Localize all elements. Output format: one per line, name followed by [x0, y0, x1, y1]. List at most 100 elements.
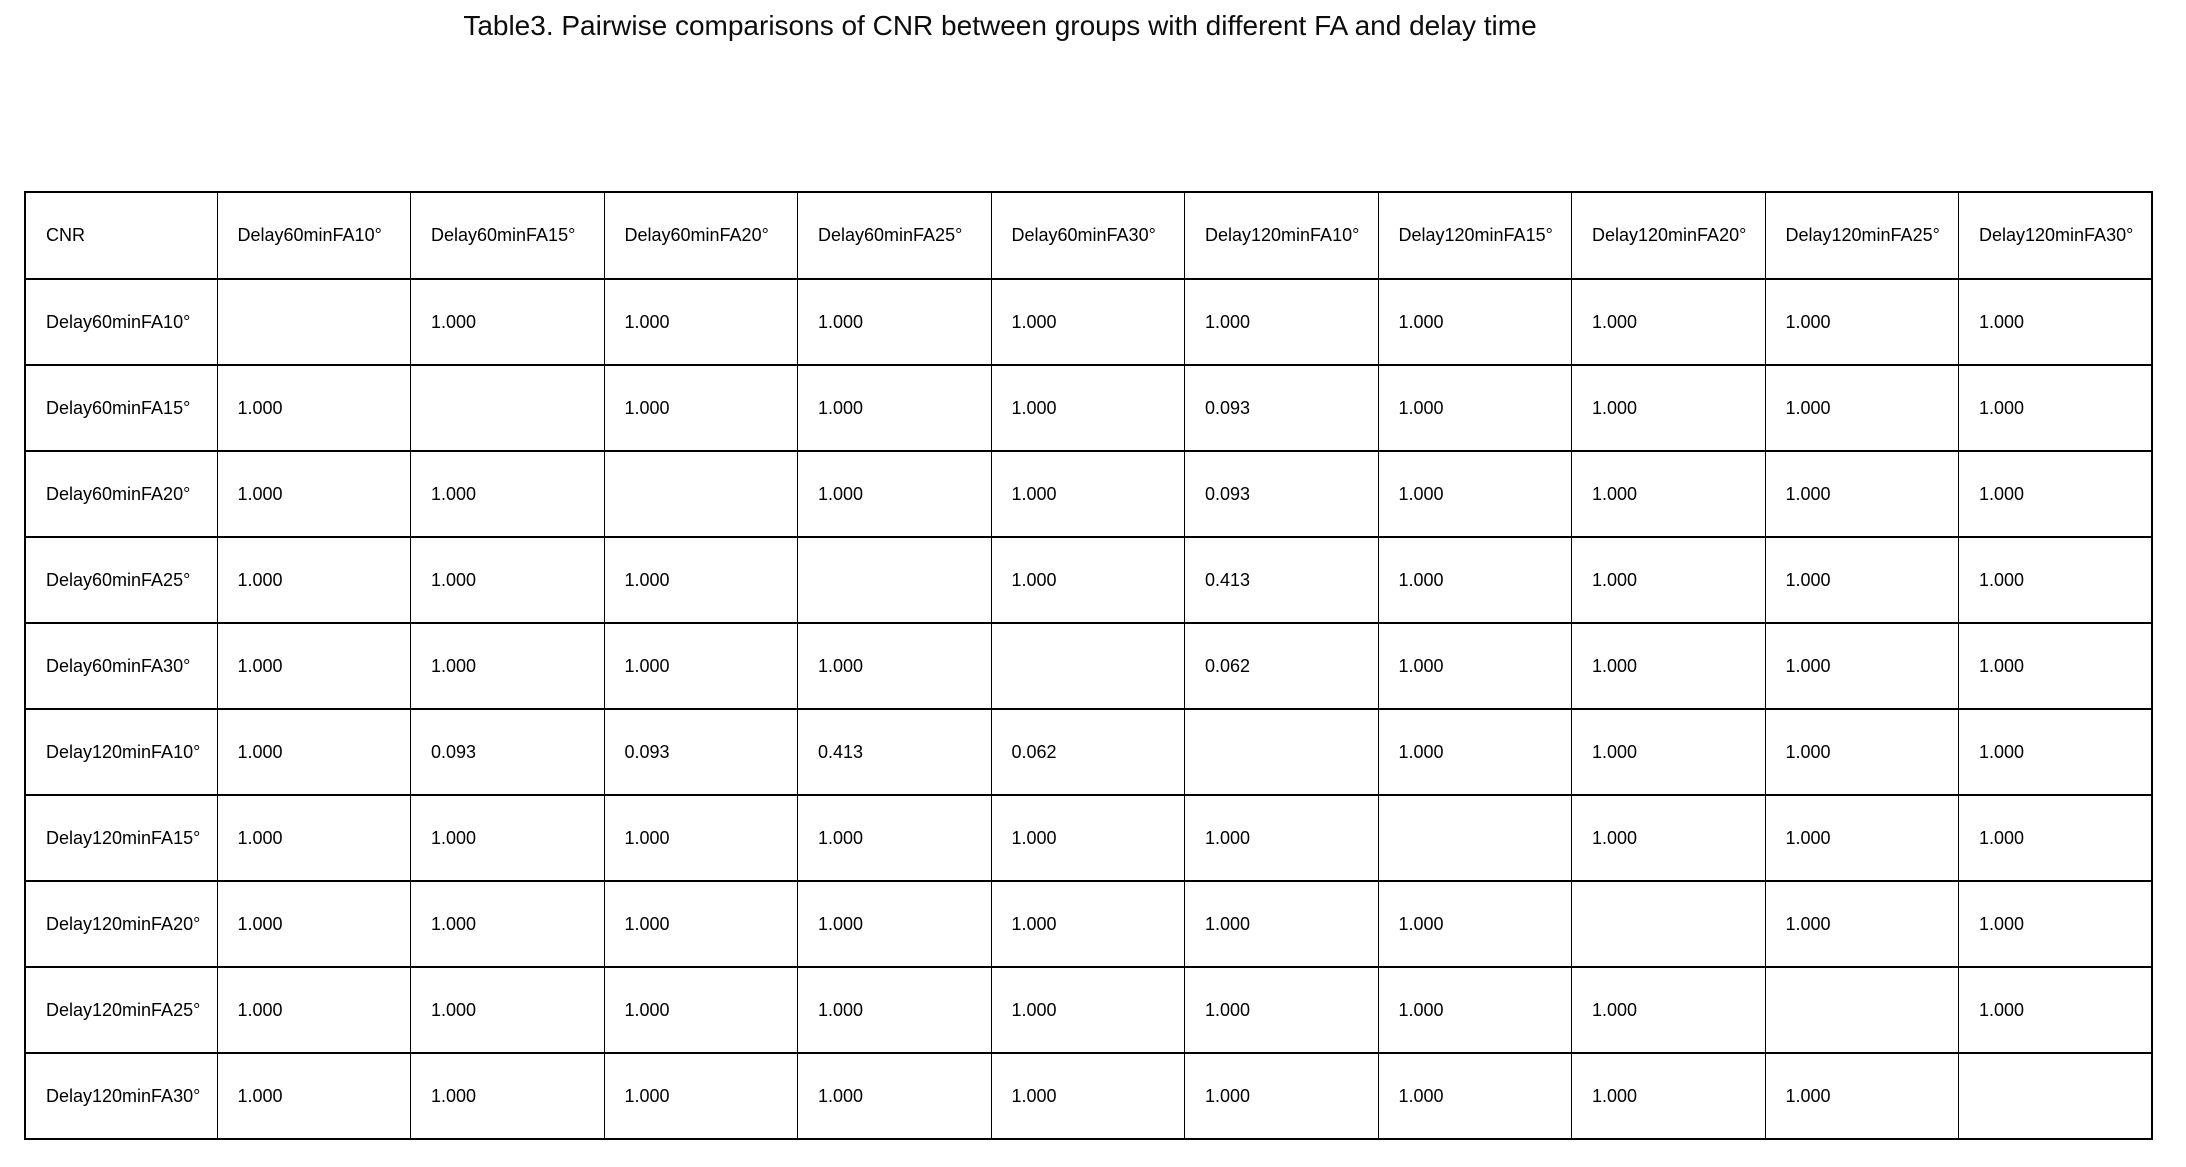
value-cell: 1.000: [1764, 880, 1959, 968]
value-cell: 1.000: [216, 966, 411, 1054]
value-cell: 1.000: [410, 966, 605, 1054]
value-cell: 1.000: [797, 622, 992, 710]
row-header-cell: Delay120minFA15°: [24, 794, 218, 882]
value-cell: 1.000: [1958, 450, 2153, 538]
value-cell: 1.000: [603, 966, 798, 1054]
value-cell: 1.000: [1184, 1052, 1379, 1140]
value-cell: 1.000: [410, 880, 605, 968]
table-header: CNR Delay60minFA10° Delay60minFA15° Delay60…: [24, 191, 2153, 280]
value-cell: 1.000: [1764, 1052, 1959, 1140]
value-cell: 1.000: [1571, 794, 1766, 882]
value-cell: 1.000: [216, 1052, 411, 1140]
value-cell: 1.000: [1764, 450, 1959, 538]
value-cell: 1.000: [603, 536, 798, 624]
row-header-cell: Delay120minFA10°: [24, 708, 218, 796]
table-row: Delay120minFA10° 1.000 0.093 0.093 0.413 0.06…: [24, 708, 2153, 796]
empty-diagonal-cell: [1764, 966, 1959, 1054]
empty-diagonal-cell: [1184, 708, 1379, 796]
value-cell: 1.000: [1377, 278, 1572, 366]
column-header-cell: Delay60minFA30°: [990, 191, 1185, 280]
row-header-cell: Delay120minFA25°: [24, 966, 218, 1054]
value-cell: 1.000: [1958, 278, 2153, 366]
table-row: Delay120minFA15° 1.000 1.000 1.000 1.000 1.00…: [24, 794, 2153, 882]
value-cell: 1.000: [410, 1052, 605, 1140]
value-cell: 1.000: [1764, 364, 1959, 452]
value-cell: 1.000: [1571, 622, 1766, 710]
value-cell: 1.000: [216, 708, 411, 796]
value-cell: 1.000: [216, 450, 411, 538]
column-header-cell: Delay60minFA25°: [797, 191, 992, 280]
value-cell: 0.093: [603, 708, 798, 796]
value-cell: 1.000: [1377, 364, 1572, 452]
value-cell: 1.000: [797, 278, 992, 366]
row-header-cell: Delay120minFA20°: [24, 880, 218, 968]
empty-diagonal-cell: [1958, 1052, 2153, 1140]
value-cell: 1.000: [603, 794, 798, 882]
value-cell: 0.062: [990, 708, 1185, 796]
corner-header-cell: CNR: [24, 191, 218, 280]
value-cell: 1.000: [1764, 708, 1959, 796]
value-cell: 0.093: [410, 708, 605, 796]
empty-diagonal-cell: [1377, 794, 1572, 882]
value-cell: 0.413: [797, 708, 992, 796]
table-row: Delay60minFA30° 1.000 1.000 1.000 1.000 0.062…: [24, 622, 2153, 710]
value-cell: 1.000: [216, 536, 411, 624]
row-header-cell: Delay60minFA25°: [24, 536, 218, 624]
value-cell: 1.000: [797, 880, 992, 968]
value-cell: 1.000: [603, 1052, 798, 1140]
value-cell: 1.000: [603, 622, 798, 710]
value-cell: 0.062: [1184, 622, 1379, 710]
value-cell: 1.000: [410, 450, 605, 538]
empty-diagonal-cell: [603, 450, 798, 538]
value-cell: 1.000: [410, 536, 605, 624]
table-row: Delay60minFA20° 1.000 1.000 1.000 1.000 0.093…: [24, 450, 2153, 538]
value-cell: 1.000: [1184, 880, 1379, 968]
value-cell: 1.000: [1958, 364, 2153, 452]
empty-diagonal-cell: [410, 364, 605, 452]
value-cell: 1.000: [1571, 536, 1766, 624]
column-header-cell: Delay120minFA25°: [1764, 191, 1959, 280]
empty-diagonal-cell: [797, 536, 992, 624]
value-cell: 1.000: [1377, 450, 1572, 538]
value-cell: 1.000: [1184, 966, 1379, 1054]
value-cell: 1.000: [410, 622, 605, 710]
value-cell: 1.000: [797, 1052, 992, 1140]
table-row: Delay60minFA10° 1.000 1.000 1.000 1.000 1.000…: [24, 278, 2153, 366]
column-header-cell: Delay60minFA20°: [603, 191, 798, 280]
value-cell: 1.000: [603, 364, 798, 452]
value-cell: 1.000: [797, 450, 992, 538]
value-cell: 1.000: [1958, 966, 2153, 1054]
value-cell: 1.000: [1764, 536, 1959, 624]
column-header-cell: Delay120minFA20°: [1571, 191, 1766, 280]
value-cell: 1.000: [216, 364, 411, 452]
table-row: Delay60minFA15° 1.000 1.000 1.000 1.000 0.093…: [24, 364, 2153, 452]
value-cell: 1.000: [1958, 622, 2153, 710]
row-header-cell: Delay60minFA15°: [24, 364, 218, 452]
value-cell: 1.000: [1377, 622, 1572, 710]
row-header-cell: Delay120minFA30°: [24, 1052, 218, 1140]
value-cell: 1.000: [1377, 708, 1572, 796]
empty-diagonal-cell: [1571, 880, 1766, 968]
value-cell: 1.000: [1958, 794, 2153, 882]
table-body: Delay60minFA10° 1.000 1.000 1.000 1.000 1.000…: [24, 278, 2153, 1140]
value-cell: 1.000: [990, 1052, 1185, 1140]
value-cell: 1.000: [410, 278, 605, 366]
row-header-cell: Delay60minFA10°: [24, 278, 218, 366]
table-row: Delay120minFA20° 1.000 1.000 1.000 1.000 1.00…: [24, 880, 2153, 968]
row-header-cell: Delay60minFA20°: [24, 450, 218, 538]
value-cell: 1.000: [1184, 278, 1379, 366]
table-row: Delay120minFA30° 1.000 1.000 1.000 1.000 1.00…: [24, 1052, 2153, 1140]
value-cell: 1.000: [1571, 278, 1766, 366]
value-cell: 1.000: [1571, 708, 1766, 796]
header-row: CNR Delay60minFA10° Delay60minFA15° Delay60…: [24, 191, 2153, 280]
value-cell: 1.000: [1377, 966, 1572, 1054]
value-cell: 1.000: [603, 880, 798, 968]
value-cell: 1.000: [990, 880, 1185, 968]
value-cell: 1.000: [216, 880, 411, 968]
value-cell: 1.000: [216, 622, 411, 710]
column-header-cell: Delay120minFA30°: [1958, 191, 2153, 280]
value-cell: 0.413: [1184, 536, 1379, 624]
value-cell: 0.093: [1184, 364, 1379, 452]
value-cell: 1.000: [1377, 1052, 1572, 1140]
